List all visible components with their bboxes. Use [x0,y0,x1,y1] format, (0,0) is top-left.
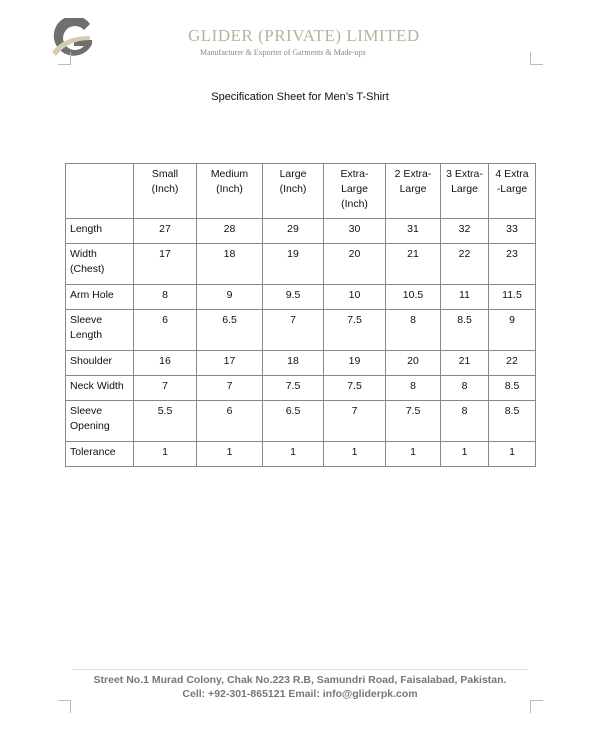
footer-address: Street No.1 Murad Colony, Chak No.223 R.… [93,674,507,686]
value-cell: 8 [440,400,489,442]
value-cell: 7.5 [385,400,441,442]
value-cell: 19 [262,243,324,285]
value-cell: 21 [440,350,489,376]
value-cell: 7 [196,375,263,401]
header-cell: 2 Extra-Large [385,163,441,219]
header-cell [65,163,134,219]
footer-divider [72,669,528,670]
value-cell: 8 [385,375,441,401]
margin-mark [58,52,71,65]
value-cell: 23 [488,243,536,285]
value-cell: 22 [488,350,536,376]
value-cell: 8 [385,309,441,351]
header-cell: 4 Extra -Large [488,163,536,219]
value-cell: 29 [262,218,324,244]
header-cell: Small (Inch) [133,163,197,219]
value-cell: 5.5 [133,400,197,442]
value-cell: 21 [385,243,441,285]
row-label: Width (Chest) [65,243,134,285]
company-tagline: Manufacturer & Exporter of Garments & Ma… [200,48,366,57]
row-label: Shoulder [65,350,134,376]
table-header-row: Small (Inch) Medium (Inch) Large (Inch) … [65,163,536,219]
value-cell: 9 [488,309,536,351]
table-row: Length 27 28 29 30 31 32 33 [65,218,536,244]
value-cell: 8.5 [488,375,536,401]
value-cell: 8 [440,375,489,401]
value-cell: 7.5 [323,375,386,401]
value-cell: 20 [323,243,386,285]
value-cell: 19 [323,350,386,376]
value-cell: 1 [385,441,441,467]
value-cell: 1 [440,441,489,467]
value-cell: 9.5 [262,284,324,310]
header-cell: Medium (Inch) [196,163,263,219]
spec-table: Small (Inch) Medium (Inch) Large (Inch) … [65,163,536,467]
value-cell: 27 [133,218,197,244]
header-cell: Large (Inch) [262,163,324,219]
margin-mark [530,52,543,65]
value-cell: 17 [196,350,263,376]
row-label: Length [65,218,134,244]
value-cell: 10 [323,284,386,310]
value-cell: 11 [440,284,489,310]
value-cell: 7 [262,309,324,351]
value-cell: 6.5 [196,309,263,351]
value-cell: 22 [440,243,489,285]
value-cell: 1 [488,441,536,467]
company-name: GLIDER (PRIVATE) LIMITED [188,26,420,45]
value-cell: 30 [323,218,386,244]
row-label: Tolerance [65,441,134,467]
value-cell: 1 [323,441,386,467]
value-cell: 33 [488,218,536,244]
table-row: Tolerance 1 1 1 1 1 1 1 [65,441,536,467]
value-cell: 6 [196,400,263,442]
value-cell: 31 [385,218,441,244]
value-cell: 8 [133,284,197,310]
value-cell: 10.5 [385,284,441,310]
table-row: Arm Hole 8 9 9.5 10 10.5 11 11.5 [65,284,536,310]
value-cell: 11.5 [488,284,536,310]
value-cell: 7.5 [262,375,324,401]
table-row: Neck Width 7 7 7.5 7.5 8 8 8.5 [65,375,536,401]
value-cell: 28 [196,218,263,244]
value-cell: 1 [262,441,324,467]
row-label: Sleeve Opening [65,400,134,442]
value-cell: 8.5 [440,309,489,351]
value-cell: 32 [440,218,489,244]
footer-contact: Cell: +92-301-865121 Email: info@gliderp… [182,688,418,700]
page-title: Specification Sheet for Men’s T-Shirt [211,91,389,103]
value-cell: 1 [133,441,197,467]
value-cell: 8.5 [488,400,536,442]
value-cell: 7 [133,375,197,401]
footer: Street No.1 Murad Colony, Chak No.223 R.… [0,673,600,701]
value-cell: 18 [262,350,324,376]
row-label: Sleeve Length [65,309,134,351]
table-row: Sleeve Opening 5.5 6 6.5 7 7.5 8 8.5 [65,400,536,442]
table-row: Shoulder 16 17 18 19 20 21 22 [65,350,536,376]
value-cell: 6 [133,309,197,351]
header-cell: Extra-Large (Inch) [323,163,386,219]
value-cell: 20 [385,350,441,376]
row-label: Neck Width [65,375,134,401]
row-label: Arm Hole [65,284,134,310]
value-cell: 1 [196,441,263,467]
table-row: Sleeve Length 6 6.5 7 7.5 8 8.5 9 [65,309,536,351]
margin-mark [530,700,543,713]
value-cell: 17 [133,243,197,285]
value-cell: 7.5 [323,309,386,351]
value-cell: 18 [196,243,263,285]
value-cell: 6.5 [262,400,324,442]
company-logo [52,18,92,56]
margin-mark [58,700,71,713]
value-cell: 9 [196,284,263,310]
value-cell: 16 [133,350,197,376]
table-row: Width (Chest) 17 18 19 20 21 22 23 [65,243,536,285]
value-cell: 7 [323,400,386,442]
header-cell: 3 Extra-Large [440,163,489,219]
